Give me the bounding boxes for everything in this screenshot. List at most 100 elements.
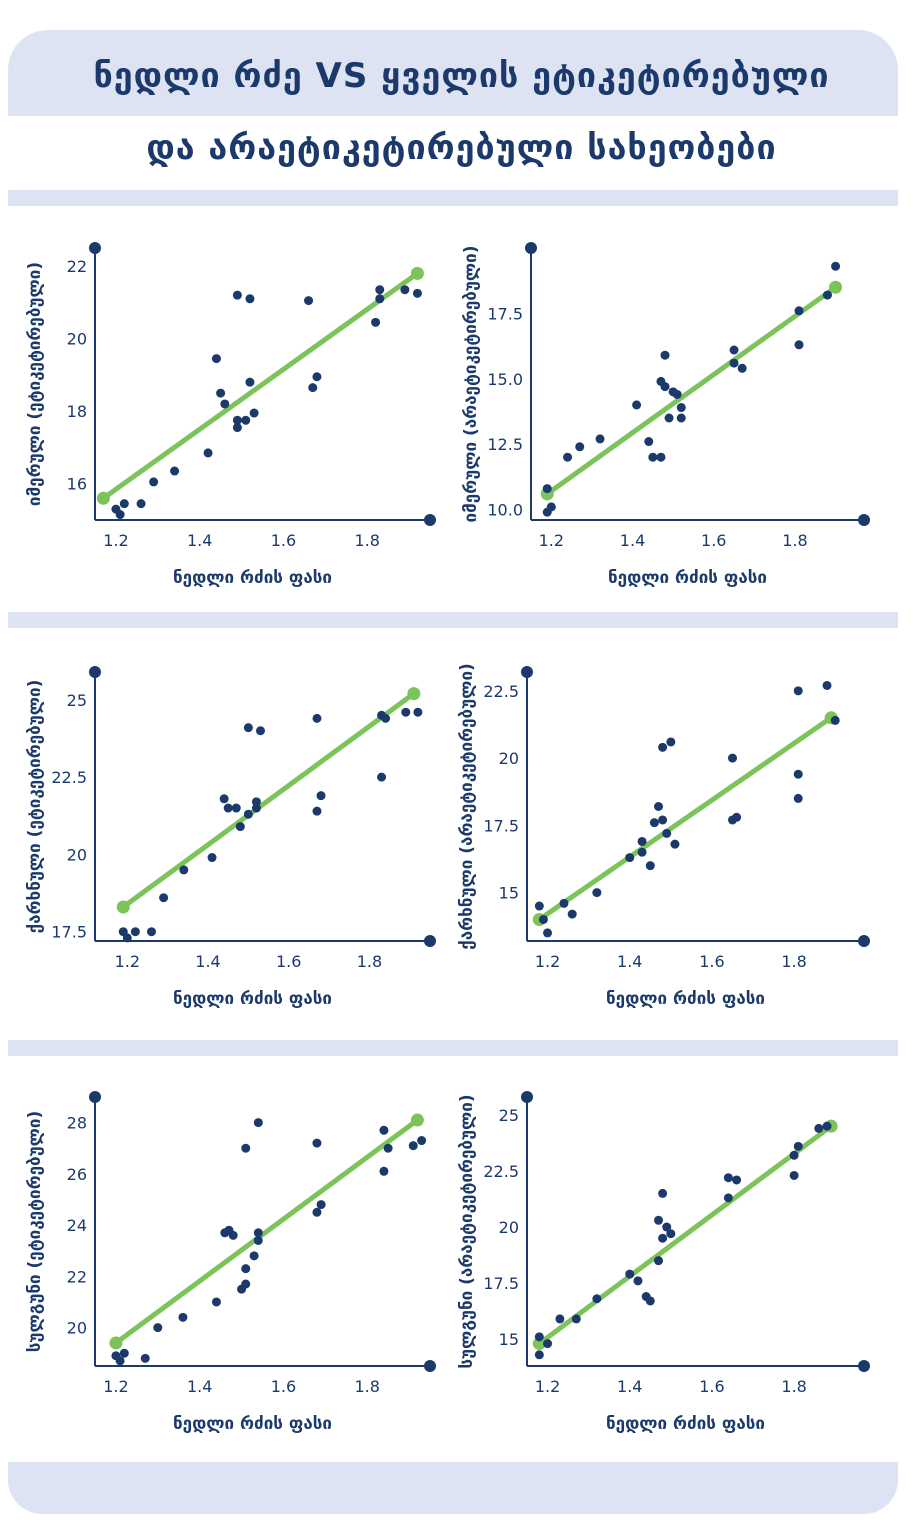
data-point: [831, 261, 841, 271]
data-point: [793, 686, 803, 696]
data-point: [312, 713, 322, 723]
data-point: [595, 434, 605, 444]
data-point: [379, 1125, 389, 1135]
data-point: [534, 1350, 544, 1360]
data-point: [789, 1170, 799, 1180]
data-point: [122, 933, 132, 943]
data-point: [118, 927, 128, 937]
data-point: [534, 1332, 544, 1342]
data-point: [732, 812, 742, 822]
trend-end-dot: [829, 280, 843, 294]
y-tick-label: 28: [67, 1114, 87, 1133]
separator-band: [8, 190, 898, 206]
y-tick-label: 22.5: [51, 768, 87, 787]
x-tick-label: 1.2: [115, 952, 140, 971]
data-point: [625, 853, 635, 863]
data-point: [567, 909, 577, 919]
data-point: [235, 822, 245, 832]
data-point: [219, 794, 229, 804]
data-point: [658, 742, 668, 752]
data-point: [251, 803, 261, 813]
data-point: [159, 893, 169, 903]
x-axis-end-dot: [424, 1360, 436, 1372]
data-point: [253, 1118, 263, 1128]
data-point: [555, 1314, 565, 1324]
x-axis-label: ნედლი რძის ფასი: [173, 568, 332, 588]
data-point: [542, 484, 552, 494]
data-point: [654, 802, 664, 811]
data-point: [645, 1296, 655, 1306]
data-point: [793, 1141, 803, 1151]
data-point: [648, 452, 658, 462]
data-point: [723, 1193, 733, 1203]
data-point: [243, 809, 253, 819]
x-tick-label: 1.4: [195, 952, 220, 971]
data-point: [637, 847, 647, 857]
data-point: [231, 803, 241, 813]
data-point: [637, 836, 647, 846]
data-point: [237, 1284, 247, 1294]
x-tick-label: 1.4: [617, 1377, 642, 1396]
data-point: [664, 413, 674, 423]
data-point: [304, 296, 314, 306]
y-axis-end-dot: [89, 1091, 101, 1103]
y-axis-label: ქარხნული (ეტიკეტირებული): [25, 680, 45, 934]
data-point: [656, 376, 666, 386]
page-title-line-2: და არაეტიკეტირებული სახეობები: [146, 128, 777, 168]
data-point: [676, 413, 686, 423]
y-tick-label: 22.5: [483, 1162, 519, 1181]
x-tick-label: 1.6: [699, 952, 724, 971]
data-point: [377, 772, 387, 782]
y-axis-label: იმერული (ეტიკეტირებული): [25, 262, 45, 506]
trend-line: [120, 691, 417, 910]
data-point: [401, 707, 411, 717]
data-point: [543, 928, 553, 938]
data-point: [377, 710, 387, 720]
x-tick-label: 1.2: [103, 1377, 128, 1396]
x-axis-end-dot: [424, 935, 436, 947]
trend-line: [536, 715, 834, 922]
data-point: [666, 737, 676, 747]
x-axis-label: ნედლი რძის ფასი: [606, 989, 765, 1009]
y-tick-label: 10.0: [487, 501, 523, 520]
y-tick-label: 22: [67, 257, 87, 276]
trend-end-dot: [410, 1113, 424, 1127]
data-point: [241, 1143, 251, 1153]
y-tick-label: 20: [67, 330, 87, 349]
data-point: [644, 437, 654, 447]
data-point: [207, 853, 217, 863]
x-tick-label: 1.2: [535, 952, 560, 971]
y-tick-label: 22.5: [483, 682, 519, 701]
trend-line: [544, 284, 839, 497]
data-point: [538, 914, 548, 924]
data-point: [232, 423, 242, 433]
data-point: [153, 1323, 163, 1333]
data-point: [559, 898, 569, 908]
data-point: [224, 1225, 234, 1235]
data-point: [243, 723, 253, 733]
x-tick-label: 1.6: [276, 952, 301, 971]
data-point: [575, 442, 585, 452]
data-point: [111, 1351, 121, 1361]
data-point: [381, 713, 391, 723]
x-tick-label: 1.4: [187, 1377, 212, 1396]
y-axis-label: სულგუნი (არაეტიკეტირებული): [457, 1094, 477, 1368]
data-point: [312, 372, 322, 382]
x-axis-label: ნედლი რძის ფასი: [608, 568, 767, 588]
trend-start-dot: [540, 487, 554, 501]
data-point: [170, 466, 180, 476]
data-point: [668, 387, 678, 397]
x-axis-end-dot: [858, 514, 870, 526]
data-point: [408, 1141, 418, 1151]
y-tick-label: 18: [67, 402, 87, 421]
x-tick-label: 1.4: [187, 531, 212, 550]
data-point: [822, 290, 832, 300]
data-point: [400, 285, 410, 295]
data-point: [308, 383, 318, 393]
trend-start-dot: [532, 912, 546, 926]
